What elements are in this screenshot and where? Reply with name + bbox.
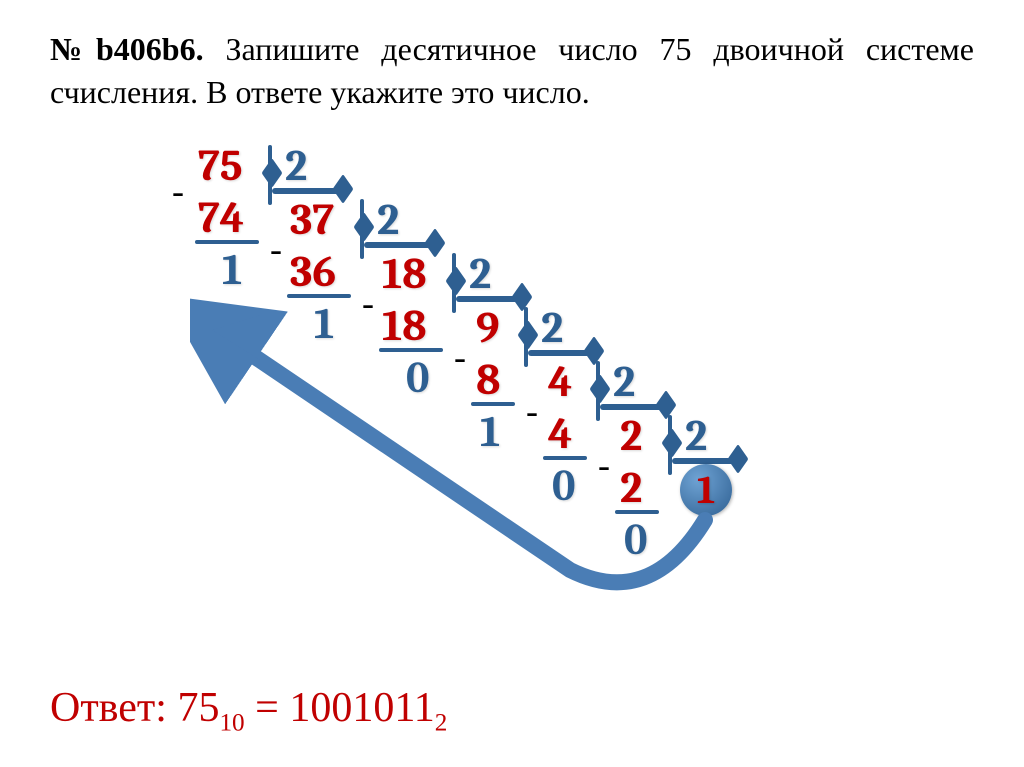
remainder: 0 — [624, 514, 647, 565]
div-marker — [662, 428, 683, 458]
minus-sign: - — [526, 390, 538, 432]
divisor: 2 — [685, 410, 707, 461]
div-marker — [262, 158, 283, 188]
final-quotient-circle: 1 — [680, 464, 732, 516]
quot-marker — [584, 336, 605, 366]
subtrahend: 18 — [382, 300, 427, 351]
dividend: 75 — [198, 140, 243, 191]
divisor: 2 — [541, 302, 563, 353]
quot-marker — [425, 228, 446, 258]
dividend: 37 — [290, 194, 334, 245]
divisor: 2 — [469, 248, 491, 299]
subtrahend: 8 — [476, 354, 500, 405]
quot-marker — [512, 282, 533, 312]
answer-eq: = — [255, 685, 279, 731]
answer-rhs: 1001011 — [289, 685, 434, 731]
answer-lhs: 75 — [177, 685, 219, 731]
answer-label: Ответ: — [50, 685, 167, 731]
division-diagram: - 75 74 1 2 - 37 36 1 2 - 18 18 0 2 - 9 … — [190, 140, 970, 660]
minus-sign: - — [172, 170, 184, 212]
remainder: 1 — [314, 298, 334, 349]
remainder: 1 — [480, 406, 500, 457]
remainder: 0 — [552, 460, 575, 511]
minus-sign: - — [598, 444, 610, 486]
subtrahend: 36 — [290, 246, 336, 297]
problem-id: №b406b6. — [50, 31, 204, 67]
subtrahend: 2 — [620, 462, 642, 513]
answer-line: Ответ: 7510 = 10010112 — [50, 684, 447, 737]
div-marker — [590, 374, 611, 404]
div-marker — [446, 266, 467, 296]
quot-marker — [728, 444, 749, 474]
subtrahend: 4 — [548, 408, 572, 459]
dividend: 4 — [548, 356, 572, 407]
quot-marker — [333, 174, 354, 204]
divisor: 2 — [285, 140, 307, 191]
minus-sign: - — [270, 228, 282, 270]
minus-sign: - — [362, 282, 374, 324]
divisor: 2 — [613, 356, 635, 407]
divisor: 2 — [377, 194, 399, 245]
quot-marker — [656, 390, 677, 420]
remainder: 0 — [406, 352, 429, 403]
dividend: 9 — [476, 302, 500, 353]
subtrahend: 74 — [198, 192, 244, 243]
minus-sign: - — [454, 336, 466, 378]
remainder: 1 — [222, 244, 242, 295]
answer-lhs-sub: 10 — [219, 709, 244, 736]
div-marker — [518, 320, 539, 350]
problem-statement: №b406b6. Запишите десятичное число 75 дв… — [50, 28, 974, 114]
dividend: 18 — [382, 248, 427, 299]
answer-rhs-sub: 2 — [435, 709, 448, 736]
div-marker — [354, 212, 375, 242]
final-quotient: 1 — [697, 467, 715, 513]
dividend: 2 — [620, 410, 642, 461]
